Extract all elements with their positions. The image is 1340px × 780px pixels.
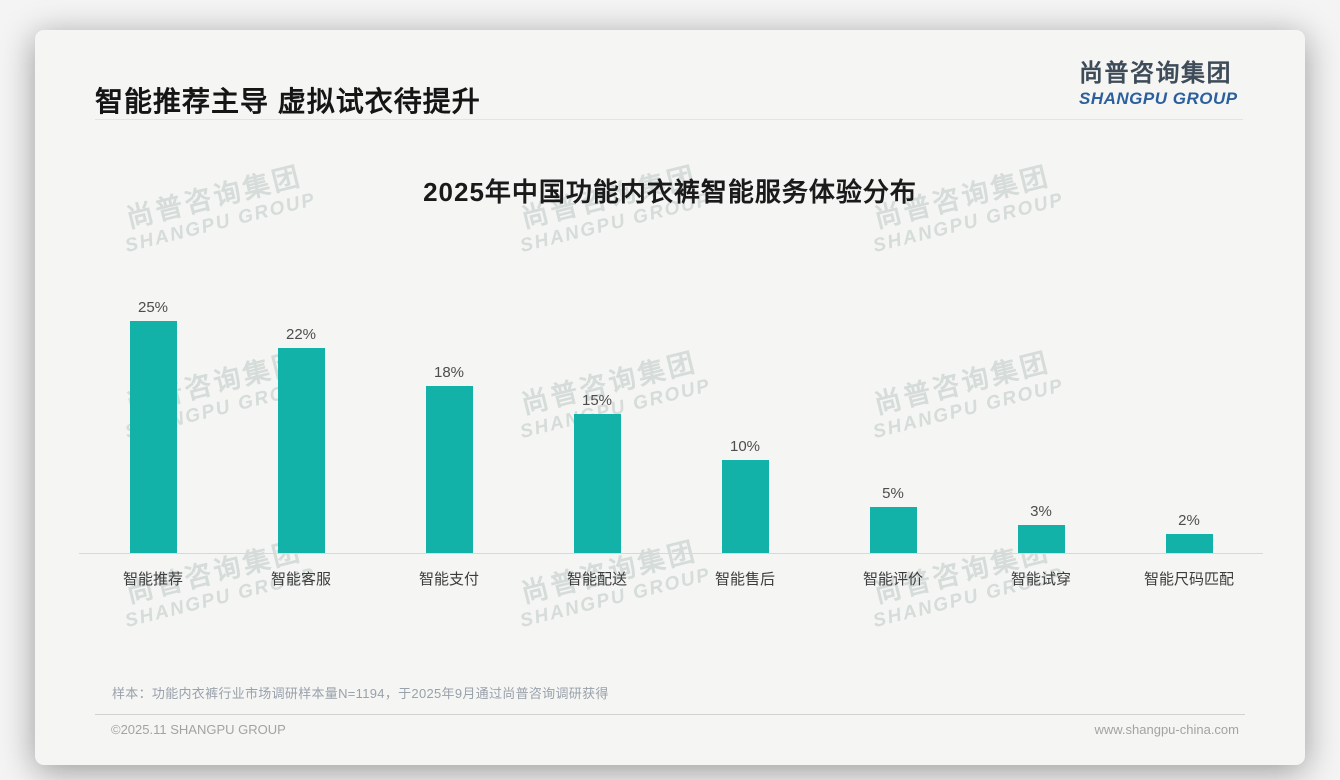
logo-chinese-name: 尚普咨询集团 xyxy=(1079,60,1232,87)
bar-value-label: 15% xyxy=(581,391,613,409)
copyright-text: ©2025.11 SHANGPU GROUP xyxy=(111,722,286,737)
slide-card: 尚普咨询集团 SHANGPU GROUP 尚普咨询集团 SHANGPU GROUP 尚普… xyxy=(35,30,1305,765)
footer-divider xyxy=(95,714,1245,715)
bar-value-label: 10% xyxy=(729,438,761,455)
bar xyxy=(869,506,917,553)
category-label: 智能配送 xyxy=(566,571,627,588)
bar-group: 10% xyxy=(671,288,819,553)
website-url: www.shangpu-china.com xyxy=(1094,722,1239,737)
chart-title: 2025年中国功能内衣裤智能服务体验分布 xyxy=(423,177,917,207)
bar-value-label: 25% xyxy=(137,298,169,316)
bar-group: 18% xyxy=(375,288,523,553)
bar-value-label: 3% xyxy=(1030,503,1052,521)
logo-english-name: SHANGPU GROUP xyxy=(1079,88,1238,108)
bar-group: 22% xyxy=(227,288,375,553)
sample-note: 样本：功能内衣裤行业市场调研样本量N=1194，于2025年9月通过尚普咨询调研… xyxy=(112,686,609,701)
category-label: 智能售后 xyxy=(714,571,775,588)
bar xyxy=(1017,525,1065,553)
bar-value-label: 5% xyxy=(882,484,904,502)
bar-group: 5% xyxy=(819,288,967,553)
header-divider xyxy=(95,119,1243,120)
category-label: 智能客服 xyxy=(270,571,331,588)
x-axis-category-labels: 智能推荐 智能客服 智能支付 智能配送 智能售后 智能评价 智能试穿 智能尺码匹配 xyxy=(79,568,1263,589)
bar-value-label: 18% xyxy=(433,363,465,381)
bar-group: 3% xyxy=(967,288,1115,553)
bar xyxy=(425,385,473,553)
category-label: 智能试穿 xyxy=(1010,571,1071,588)
category-label: 智能支付 xyxy=(418,571,479,588)
bar-group: 25% xyxy=(79,288,227,553)
bar xyxy=(573,413,621,553)
bar-group: 15% xyxy=(523,288,671,553)
category-label: 智能评价 xyxy=(862,571,923,588)
bar xyxy=(721,460,769,553)
bar-group: 2% xyxy=(1115,288,1263,553)
company-logo: 尚普咨询集团 SHANGPU GROUP xyxy=(1079,60,1239,109)
page-title: 智能推荐主导 虚拟试衣待提升 xyxy=(95,86,481,117)
bar xyxy=(277,348,325,553)
bar xyxy=(129,320,177,553)
bar-value-label: 22% xyxy=(285,326,317,344)
category-label: 智能尺码匹配 xyxy=(1143,571,1234,588)
bar-chart-plot-area: 25% 22% 18% 15% 10% 5% 3% 2% xyxy=(79,288,1263,554)
category-label: 智能推荐 xyxy=(122,571,183,588)
bar-value-label: 2% xyxy=(1178,512,1200,530)
bar xyxy=(1165,534,1213,553)
